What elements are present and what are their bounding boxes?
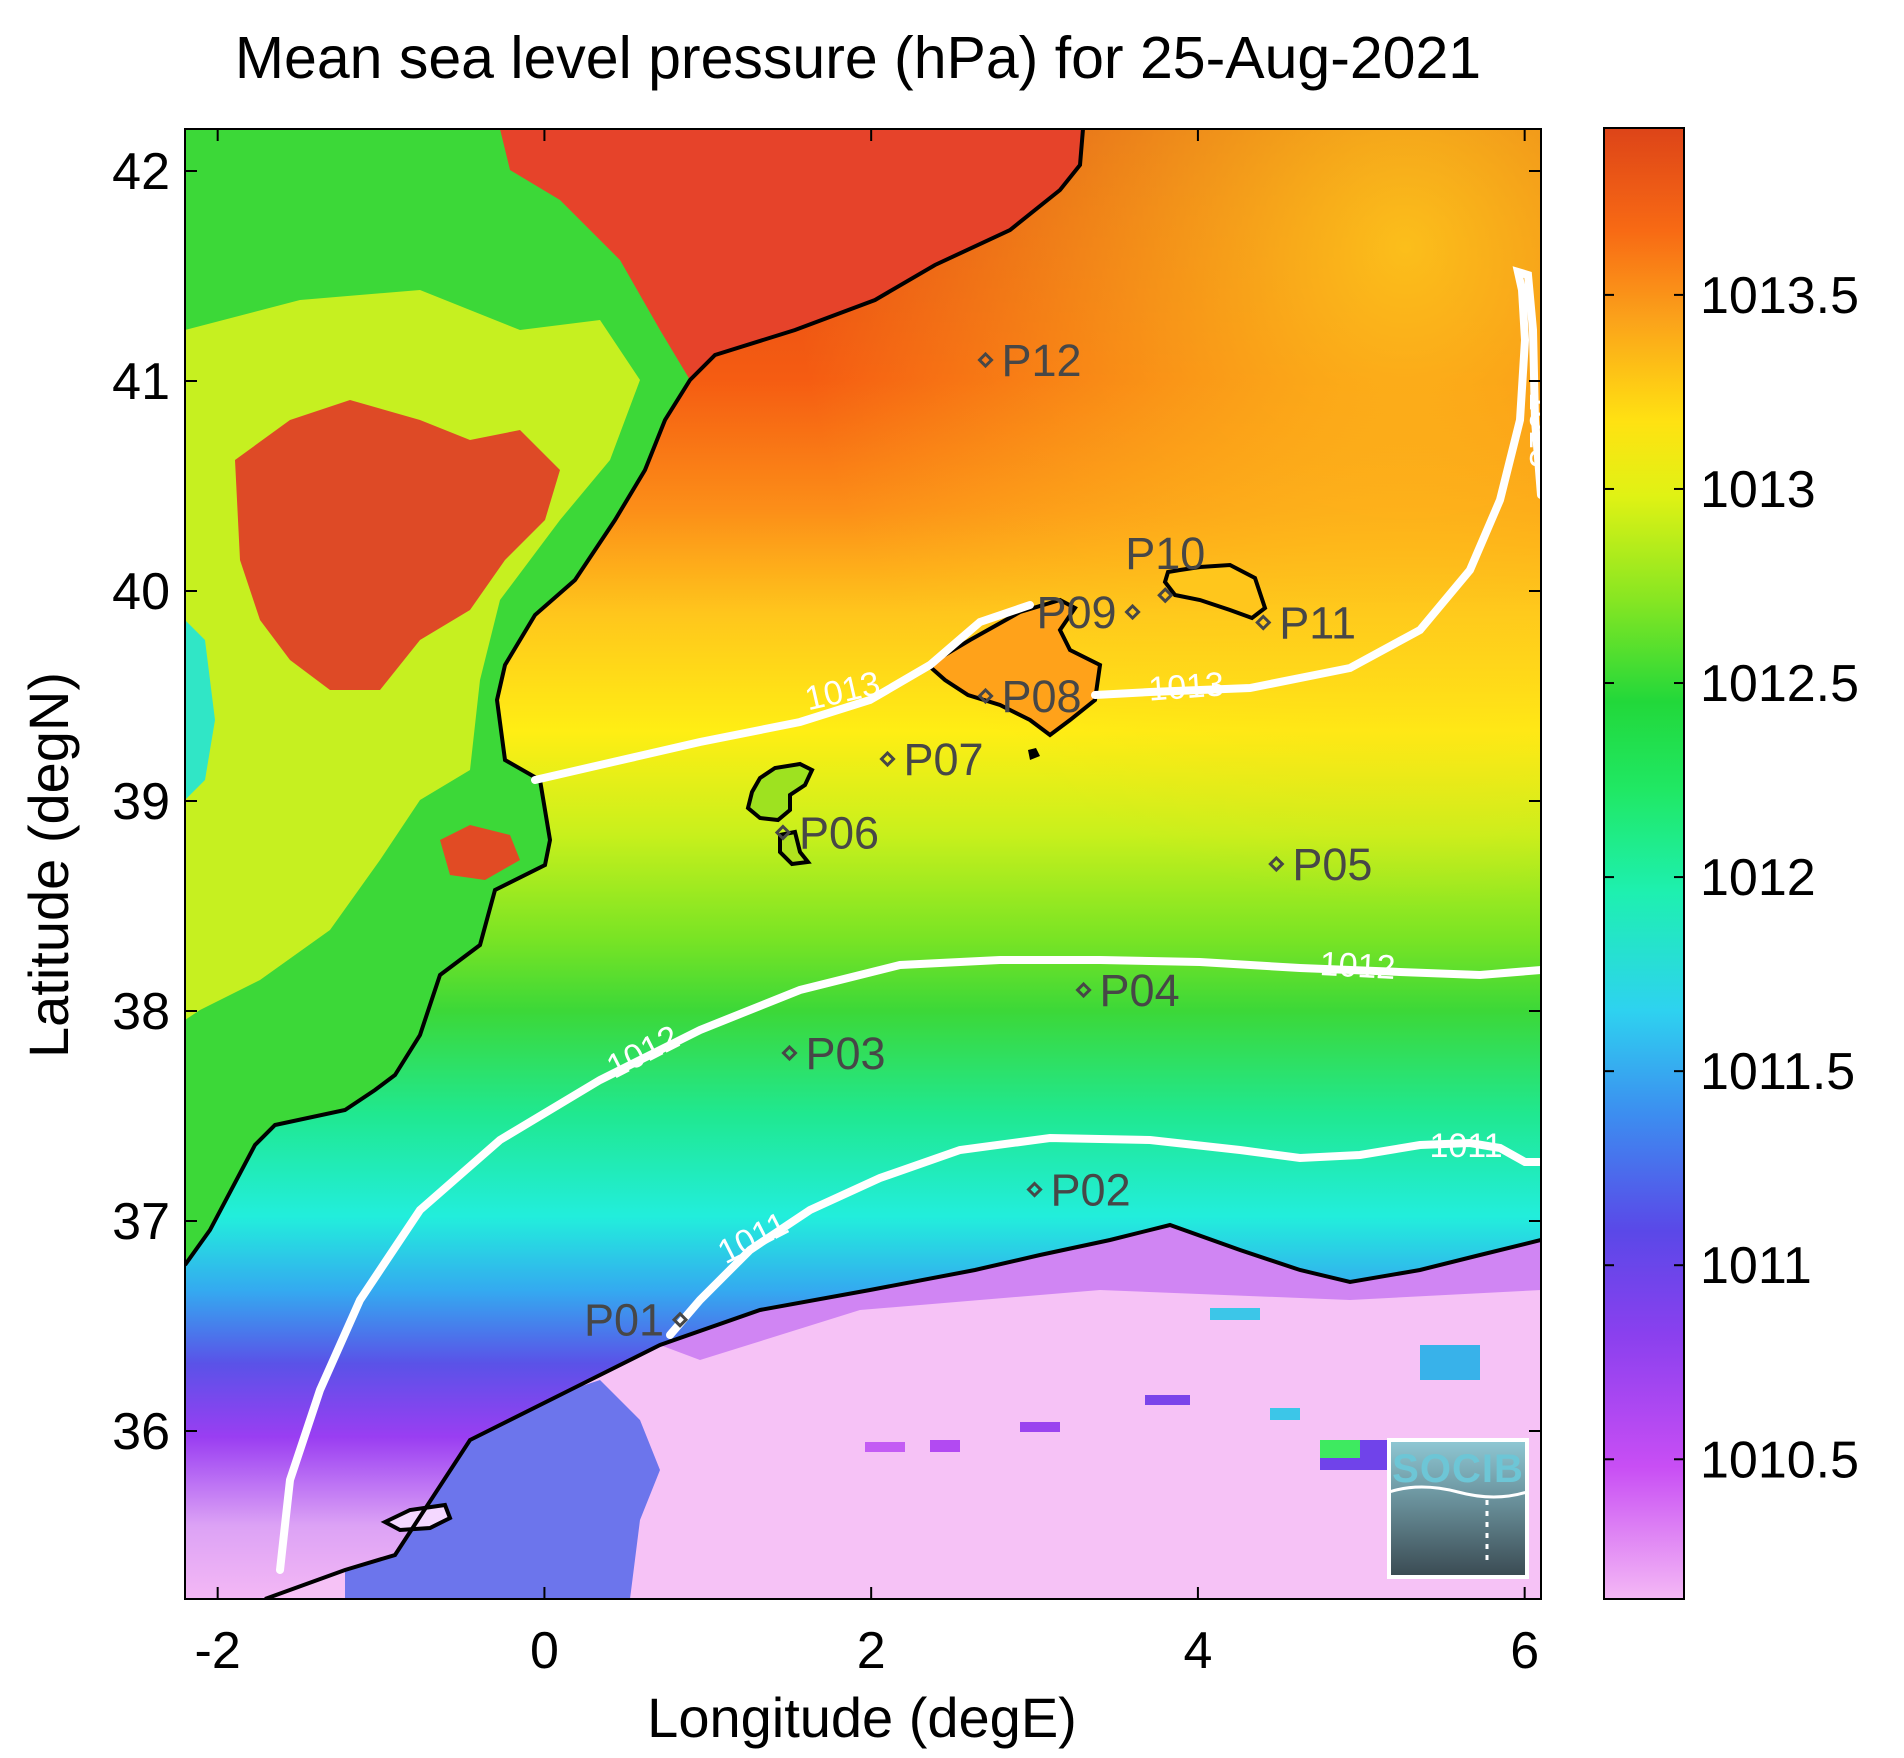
x-tick-label: 6 xyxy=(1510,1622,1539,1680)
cabrera-islet xyxy=(1028,748,1040,760)
station-p09[interactable]: P09 xyxy=(1036,587,1141,638)
y-tick-label: 37 xyxy=(112,1193,170,1251)
x-axis-label: Longitude (degE) xyxy=(647,1686,1077,1749)
station-p11[interactable]: P11 xyxy=(1255,598,1356,649)
colorbar-tick-label: 1013.5 xyxy=(1700,267,1859,325)
station-p10[interactable]: P10 xyxy=(1125,528,1205,604)
socib-logo: SOCIB xyxy=(1387,1438,1529,1579)
ibiza-land xyxy=(745,761,815,823)
colorbar-tick-label: 1012 xyxy=(1700,849,1816,907)
station-marker-icon xyxy=(1075,981,1092,999)
isobar-1011 xyxy=(666,1133,1541,1339)
africa-coast-blue xyxy=(345,1380,660,1599)
map-plot-area: 1013 1013 1013 1012 1012 1011 1011 SOCIB xyxy=(185,129,1560,1599)
figure-title: Mean sea level pressure (hPa) for 25-Aug… xyxy=(235,25,1481,91)
isobar-1012 xyxy=(276,956,1541,1574)
contour-label-1011-east: 1011 xyxy=(1429,1127,1502,1165)
colorbar-scale xyxy=(1603,127,1685,1600)
socib-logo-text: SOCIB xyxy=(1392,1447,1524,1491)
station-label: P09 xyxy=(1036,587,1116,638)
map-frame xyxy=(184,128,1542,1600)
iberia-west-cyan xyxy=(185,620,215,800)
menorca-land xyxy=(1162,562,1268,621)
station-label: P01 xyxy=(584,1295,664,1346)
station-p07[interactable]: P07 xyxy=(879,734,984,785)
station-label: P06 xyxy=(799,808,879,859)
station-marker-icon xyxy=(1268,855,1285,873)
colorbar-tick-label: 1011 xyxy=(1700,1237,1812,1295)
station-p02[interactable]: P02 xyxy=(1026,1165,1131,1216)
iberia-north-highland xyxy=(500,129,1083,380)
y-tick-label: 38 xyxy=(112,983,170,1041)
formentera-land xyxy=(778,829,812,867)
y-tick-label: 41 xyxy=(112,353,170,411)
station-marker-icon xyxy=(1255,614,1272,631)
africa-coast-violet xyxy=(660,1225,1541,1360)
x-tick-label: 2 xyxy=(857,1622,886,1680)
x-tick-label: -2 xyxy=(195,1622,241,1680)
station-p04[interactable]: P04 xyxy=(1075,965,1180,1016)
station-p03[interactable]: P03 xyxy=(781,1028,886,1079)
station-marker-icon xyxy=(977,351,994,369)
station-label: P04 xyxy=(1100,965,1180,1016)
colorbar-tick-label: 1010.5 xyxy=(1700,1431,1859,1489)
station-label: P11 xyxy=(1279,598,1356,649)
station-label: P12 xyxy=(1002,335,1082,386)
station-p12[interactable]: P12 xyxy=(977,335,1082,386)
station-p01[interactable]: P01 xyxy=(584,1295,689,1346)
colorbar-tick-label: 1011.5 xyxy=(1700,1043,1855,1101)
station-label: P08 xyxy=(1002,671,1082,722)
station-p08[interactable]: P08 xyxy=(977,671,1082,722)
station-label: P03 xyxy=(805,1028,885,1079)
y-axis-label: Latitude (degN) xyxy=(17,672,80,1058)
station-marker-icon xyxy=(774,824,792,841)
y-axis: 36 37 38 39 40 41 42 xyxy=(112,143,1541,1461)
x-tick-label: 4 xyxy=(1183,1622,1212,1680)
isobar-1013 xyxy=(531,266,1541,784)
y-tick-label: 40 xyxy=(112,563,170,621)
iberia-coastline xyxy=(185,129,1085,1267)
africa-coastline xyxy=(264,1222,1541,1599)
station-label: P07 xyxy=(904,734,984,785)
iberia-plateau-spot xyxy=(440,825,520,880)
station-label: P02 xyxy=(1051,1165,1131,1216)
contour-label-1013-northeast: 1013 xyxy=(1522,392,1560,468)
station-marker-icon xyxy=(977,687,994,705)
station-marker-icon xyxy=(1026,1181,1043,1198)
station-marker-icon xyxy=(1157,587,1174,604)
contour-label-1013-east: 1013 xyxy=(1147,665,1225,708)
x-tick-label: 0 xyxy=(530,1622,559,1680)
iberia-central-plateau xyxy=(235,400,560,690)
station-p05[interactable]: P05 xyxy=(1268,839,1372,890)
colorbar-tick-label: 1013 xyxy=(1700,461,1816,519)
station-marker-icon xyxy=(879,750,896,768)
contour-label-1012-east: 1012 xyxy=(1319,945,1397,987)
colorbar-ticks: 1010.5 1011 1011.5 1012 1012.5 1013 1013.5 xyxy=(1604,267,1859,1489)
station-marker-icon xyxy=(781,1044,798,1062)
station-label: P05 xyxy=(1292,839,1372,890)
y-tick-label: 36 xyxy=(112,1403,170,1461)
colorbar-tick-label: 1012.5 xyxy=(1700,655,1859,713)
y-tick-label: 42 xyxy=(112,143,170,201)
station-label: P10 xyxy=(1125,528,1205,579)
station-p06[interactable]: P06 xyxy=(774,808,879,859)
x-axis: -2 0 2 4 6 xyxy=(195,129,1539,1680)
station-marker-icon xyxy=(1124,603,1141,621)
station-marker-icon xyxy=(671,1311,689,1328)
africa-highland-spots xyxy=(865,1308,1480,1470)
y-tick-label: 39 xyxy=(112,773,170,831)
